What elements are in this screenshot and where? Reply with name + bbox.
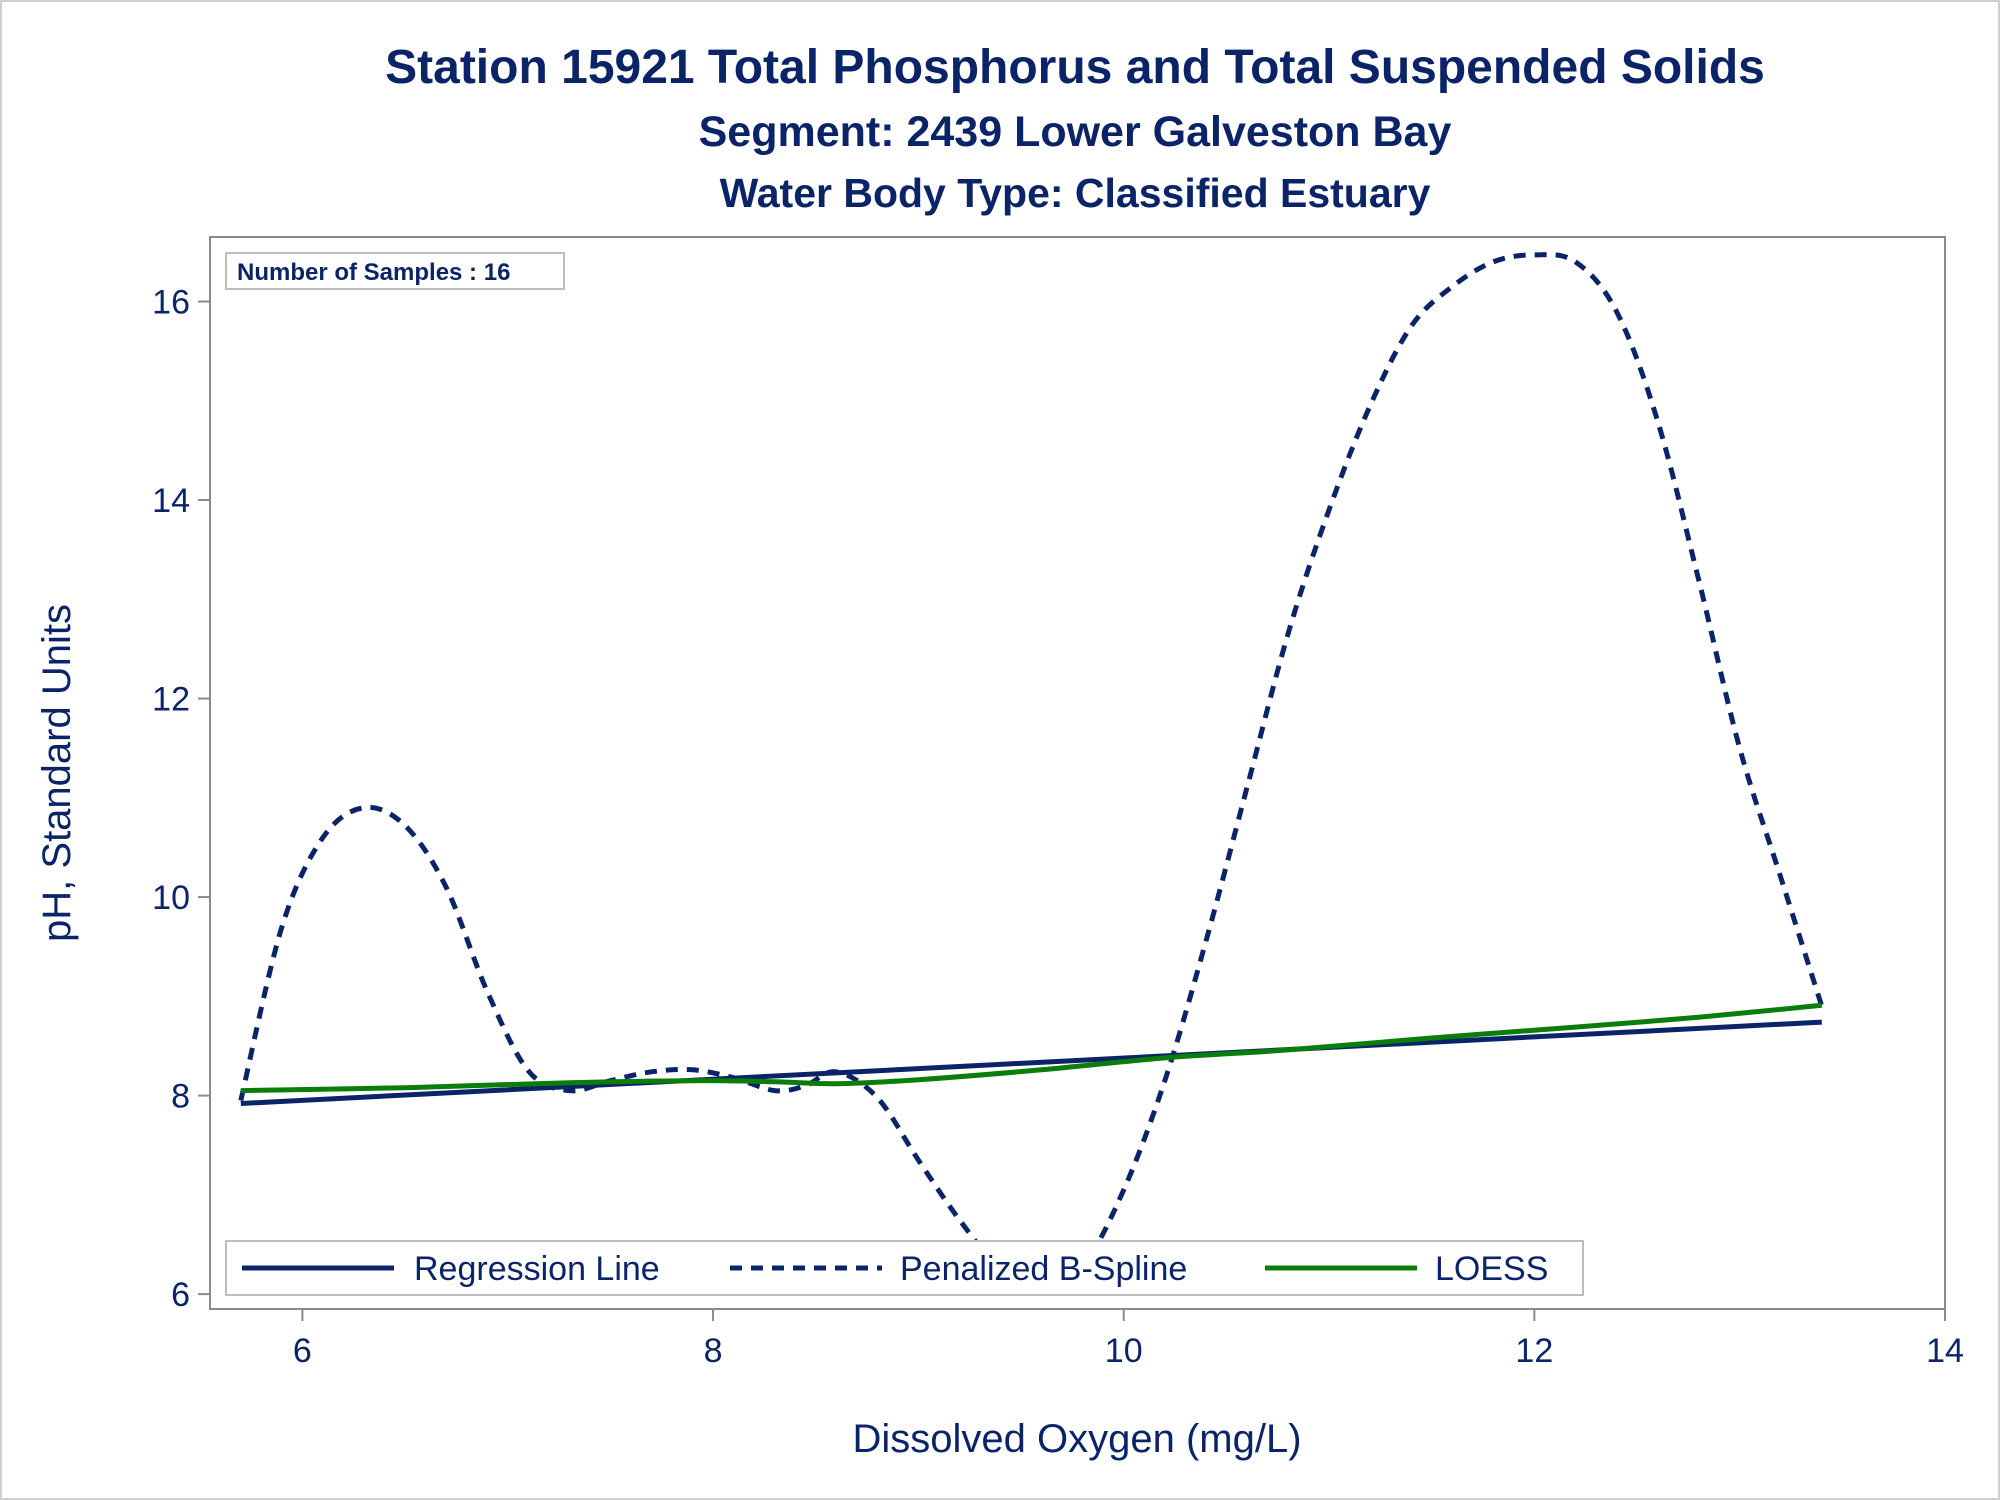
y-tick-label: 12 [152, 681, 190, 719]
x-tick-label: 12 [1515, 1332, 1553, 1370]
y-tick-label: 10 [152, 879, 190, 917]
y-tick-label: 6 [171, 1276, 190, 1314]
sample-count-frame [225, 252, 565, 290]
legend-label: LOESS [1435, 1250, 1548, 1288]
sample-count-label: Number of Samples : 16 [237, 259, 510, 286]
y-tick-label: 16 [152, 284, 190, 322]
plot-area [209, 236, 1946, 1310]
series-layer [238, 252, 1825, 1291]
legend-label: Regression Line [414, 1250, 660, 1288]
x-axis: 6 8 10 12 14 [293, 1309, 1964, 1370]
chart-subtitle-2: Water Body Type: Classified Estuary [719, 170, 1431, 216]
y-axis-label: pH, Standard Units [35, 604, 79, 942]
x-axis-label: Dissolved Oxygen (mg/L) [852, 1417, 1301, 1461]
chart-subtitle: Segment: 2439 Lower Galveston Bay [698, 108, 1452, 156]
x-tick-label: 14 [1926, 1332, 1964, 1370]
chart-title: Station 15921 Total Phosphorus and Total… [385, 41, 1765, 94]
x-tick-label: 8 [704, 1332, 723, 1370]
legend-label: Penalized B-Spline [900, 1250, 1187, 1288]
legend: Regression Line Penalized B-Spline LOESS [225, 1240, 1584, 1296]
x-tick-label: 10 [1105, 1332, 1143, 1370]
chart-titles: Station 15921 Total Phosphorus and Total… [0, 0, 2000, 230]
x-tick-label: 6 [293, 1332, 312, 1370]
series-regression-line-line [240, 1019, 1822, 1106]
series-penalized-b-spline-line [238, 252, 1825, 1291]
y-tick-label: 8 [171, 1078, 190, 1116]
series-loess-line [240, 1002, 1823, 1094]
y-tick-label: 14 [152, 482, 190, 520]
y-axis: 6 8 10 12 14 16 [152, 284, 210, 1314]
sample-count-box: Number of Samples : 16 [225, 252, 565, 290]
